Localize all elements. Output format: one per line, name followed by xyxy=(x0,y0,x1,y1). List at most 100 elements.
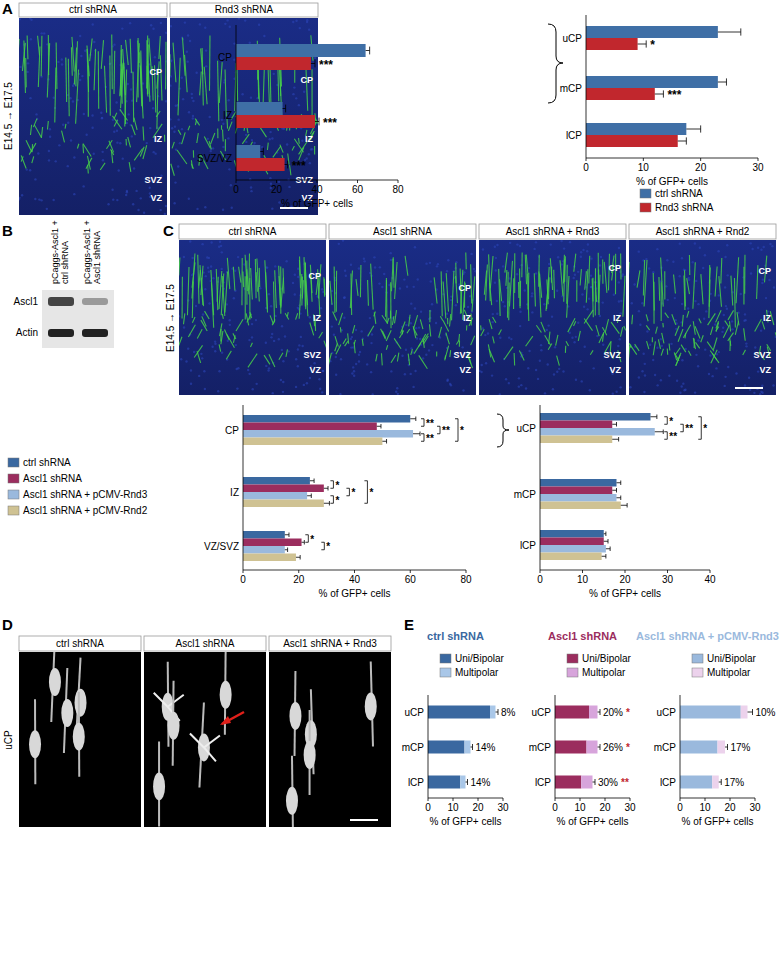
nuclei xyxy=(660,338,662,340)
tick-label: 40 xyxy=(349,574,361,585)
zone-label: SVZ xyxy=(753,350,771,360)
nuclei xyxy=(519,245,521,247)
nuclei xyxy=(186,60,188,62)
bar-segment xyxy=(587,741,598,754)
nuclei xyxy=(629,386,631,388)
nuclei xyxy=(351,336,353,338)
nuclei xyxy=(390,259,392,261)
gfp-fiber xyxy=(26,140,32,152)
nuclei xyxy=(435,322,437,324)
blot-column-line: Ascl1 shRNA xyxy=(92,231,102,284)
panel-letter: C xyxy=(163,222,174,239)
bar xyxy=(243,415,410,423)
error-bar xyxy=(324,486,328,491)
nuclei xyxy=(288,186,290,188)
nuclei xyxy=(583,305,585,307)
nuclei xyxy=(227,137,229,139)
nuclei xyxy=(479,370,481,372)
gfp-fiber xyxy=(279,353,283,360)
nuclei xyxy=(602,301,604,303)
nuclei xyxy=(446,270,448,272)
chart: 020406080% of GFP+ cellsCPIZSVZ/VZ******… xyxy=(197,25,404,209)
brace xyxy=(497,414,509,447)
legend-label: ctrl shRNA xyxy=(23,457,71,468)
significance: *** xyxy=(292,159,306,173)
error-bar xyxy=(598,709,601,715)
nuclei xyxy=(55,160,57,162)
nuclei xyxy=(112,118,114,120)
nuclei xyxy=(207,267,209,269)
tick xyxy=(357,180,358,183)
gfp-fiber xyxy=(390,282,391,328)
nuclei xyxy=(93,41,95,43)
nuclei xyxy=(744,384,746,386)
nuclei xyxy=(694,242,696,244)
gfp-fiber xyxy=(390,310,391,318)
tick xyxy=(705,798,706,801)
nuclei xyxy=(369,317,371,319)
gfp-fiber xyxy=(409,315,410,327)
nuclei xyxy=(61,58,63,60)
nuclei xyxy=(363,260,365,262)
nuclei xyxy=(245,134,247,136)
bar xyxy=(236,145,260,158)
nuclei xyxy=(717,250,719,252)
nuclei xyxy=(350,346,352,348)
nuclei xyxy=(309,377,311,379)
nuclei xyxy=(599,315,601,317)
bar xyxy=(540,428,655,436)
gfp-fiber xyxy=(147,66,148,95)
nuclei xyxy=(519,325,521,327)
nuclei xyxy=(210,241,212,243)
gfp-fiber xyxy=(716,323,719,332)
gfp-fiber xyxy=(656,327,658,334)
nuclei xyxy=(740,293,742,295)
bar xyxy=(243,554,296,562)
error-bar xyxy=(593,779,596,785)
nuclei xyxy=(773,286,775,288)
nuclei xyxy=(212,147,214,149)
gfp-fiber xyxy=(221,331,223,344)
blot-band xyxy=(48,297,74,306)
nuclei xyxy=(308,28,310,30)
gfp-fiber xyxy=(198,255,199,304)
nuclei xyxy=(79,35,81,37)
nuclei xyxy=(446,312,448,314)
zone-label: IZ xyxy=(305,134,314,144)
nuclei xyxy=(553,373,555,375)
nuclei xyxy=(255,319,257,321)
nuclei xyxy=(665,285,667,287)
gfp-fiber xyxy=(217,277,218,302)
gfp-fiber xyxy=(401,322,406,334)
bar xyxy=(243,430,413,438)
nuclei xyxy=(383,273,385,275)
nuclei xyxy=(771,245,773,247)
nuclei xyxy=(190,369,192,371)
nuclei xyxy=(518,385,520,387)
nuclei xyxy=(70,139,72,141)
category-label: mCP xyxy=(402,742,425,753)
gfp-fiber xyxy=(201,266,203,295)
gfp-fiber xyxy=(129,162,131,172)
nuclei xyxy=(318,378,320,380)
soma xyxy=(49,668,61,696)
nuclei xyxy=(621,275,623,277)
nuclei xyxy=(295,358,297,360)
nuclei xyxy=(190,383,192,385)
nuclei xyxy=(495,257,497,259)
category-label: uCP xyxy=(563,33,583,44)
gfp-fiber xyxy=(564,256,566,282)
gfp-fiber xyxy=(682,315,683,327)
gfp-fiber xyxy=(695,326,700,338)
gfp-fiber xyxy=(360,265,362,297)
legend-swatch xyxy=(8,506,19,515)
nuclei xyxy=(340,358,342,360)
gfp-fiber xyxy=(505,270,507,286)
nuclei xyxy=(760,249,762,251)
nuclei xyxy=(170,84,172,86)
gfp-fiber xyxy=(596,325,599,336)
nuclei xyxy=(455,304,457,306)
nuclei xyxy=(125,194,127,196)
nuclei xyxy=(528,350,530,352)
gfp-fiber xyxy=(100,163,105,170)
